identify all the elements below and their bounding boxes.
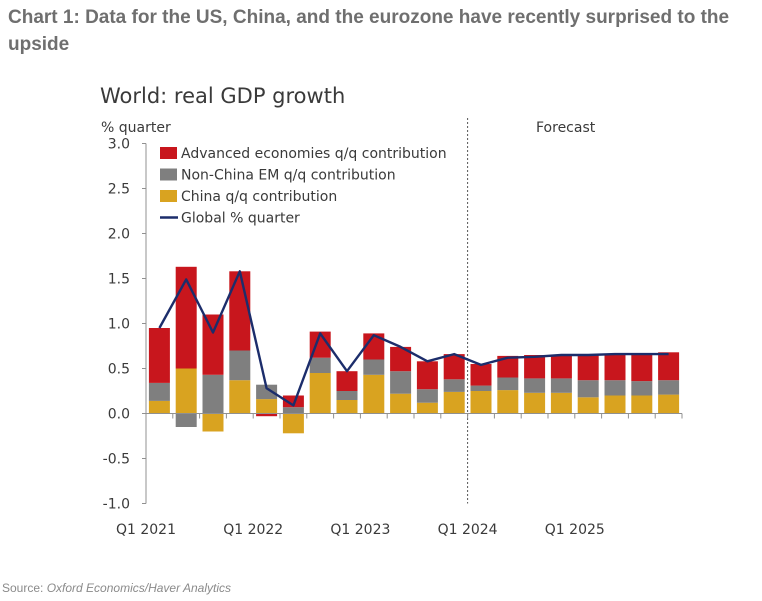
legend-swatch [160,147,177,159]
em-bar [550,378,572,393]
china-bar [148,400,170,414]
advanced-bar [202,314,224,375]
advanced-bar [631,354,653,382]
em-bar [336,391,358,400]
legend-swatch [160,168,177,181]
em-bar [309,357,331,373]
advanced-bar [336,371,358,391]
forecast-label: Forecast [536,120,596,136]
china-bar [577,397,599,414]
bars-layer [148,266,680,434]
china-bar [175,368,197,414]
em-bar [658,380,680,395]
china-bar [658,394,680,414]
advanced-bar [658,352,680,381]
advanced-bar [390,346,412,372]
legend-swatch [160,190,177,202]
china-bar [363,374,385,414]
china-bar [550,392,572,414]
advanced-bar [470,364,492,386]
china-bar [202,413,224,432]
em-bar [577,380,599,398]
em-bar [202,374,224,414]
y-tick-label: -1.0 [103,497,130,513]
source-name: Oxford Economics/Haver Analytics [46,581,231,595]
advanced-bar [282,395,304,408]
global-growth-line [158,270,669,407]
em-bar [524,378,546,393]
line-layer [158,270,669,407]
em-bar [443,379,465,392]
china-bar [524,392,546,414]
y-tick-label: 0.0 [108,407,130,423]
y-tick-label: 2.0 [108,227,130,243]
advanced-bar [443,354,465,380]
em-bar [497,377,519,391]
x-tick-label: Q1 2023 [330,522,390,538]
china-bar [309,373,331,414]
legend-item-china: China q/q contribution [160,189,337,205]
em-bar [282,407,304,414]
china-bar [336,400,358,414]
legend-label: China q/q contribution [181,189,337,205]
em-bar [416,389,438,403]
legend-item-advanced: Advanced economies q/q contribution [160,146,447,162]
em-bar [363,359,385,375]
advanced-bar [309,331,331,358]
y-tick-label: 1.0 [108,317,130,333]
axes-layer: 3.0 2.5 2.0 1.5 1.0 0.5 0.0 -0.5 -1.0 Q1 2021 Q1 2… [103,137,683,538]
china-bar [443,391,465,414]
advanced-bar [524,355,546,379]
advanced-bar [229,271,251,351]
y-axis-label: % quarter [101,120,171,136]
china-bar [282,413,304,434]
advanced-bar [363,333,385,360]
china-bar [416,402,438,414]
advanced-bar [497,355,519,378]
y-tick-label: 1.5 [108,272,130,288]
source-label: Source: [2,581,44,595]
china-bar [256,399,278,414]
advanced-bar [148,328,170,383]
x-tick-label: Q1 2022 [223,522,283,538]
x-tick-label: Q1 2025 [545,522,605,538]
advanced-bar [550,355,572,379]
y-tick-label: 0.5 [108,362,130,378]
em-bar [390,371,412,394]
y-tick-label: 2.5 [108,182,130,198]
legend-label: Non-China EM q/q contribution [181,168,396,184]
legend-label: Global % quarter [181,211,300,227]
em-bar [229,350,251,381]
china-bar [604,395,626,414]
em-bar [604,380,626,396]
china-bar [229,380,251,414]
source-note: Source: Oxford Economics/Haver Analytics [2,581,231,595]
china-bar [390,393,412,414]
x-tick-label: Q1 2024 [438,522,498,538]
china-bar [631,395,653,414]
em-bar [470,385,492,391]
y-tick-label: 3.0 [108,137,130,153]
legend: Advanced economies q/q contribution Non-C… [160,146,447,227]
chart-title: World: real GDP growth [100,84,345,108]
em-bar [256,384,278,400]
x-tick-label: Q1 2021 [116,522,176,538]
legend-label: Advanced economies q/q contribution [181,146,447,162]
advanced-bar [604,354,626,381]
advanced-bar [256,413,278,417]
em-bar [175,413,197,427]
em-bar [631,381,653,396]
china-bar [470,391,492,414]
china-bar [497,390,519,414]
em-bar [148,382,170,401]
advanced-bar [416,361,438,390]
legend-item-global: Global % quarter [160,211,300,227]
legend-item-em: Non-China EM q/q contribution [160,168,396,184]
advanced-bar [577,355,599,381]
y-tick-label: -0.5 [103,452,130,468]
chart-heading: Chart 1: Data for the US, China, and the… [8,7,730,55]
